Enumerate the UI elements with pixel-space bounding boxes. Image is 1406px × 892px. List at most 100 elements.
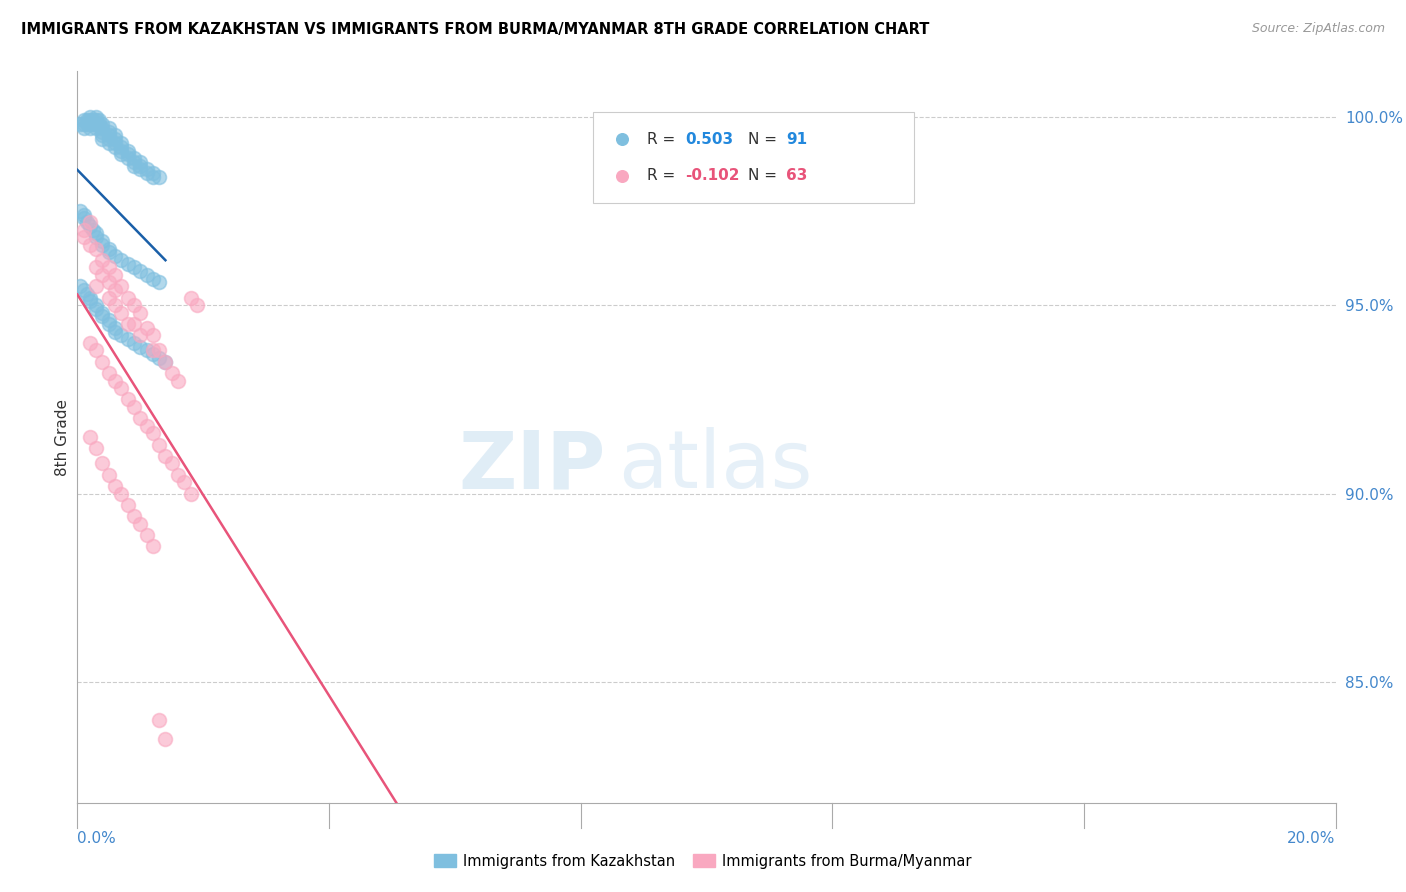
Point bbox=[104, 132, 127, 146]
Point bbox=[142, 347, 165, 361]
Point bbox=[155, 354, 177, 368]
Point bbox=[117, 498, 139, 512]
Point bbox=[110, 328, 132, 343]
Point bbox=[97, 467, 120, 482]
Point bbox=[160, 366, 183, 380]
Point bbox=[129, 306, 152, 320]
Point bbox=[79, 113, 101, 128]
Point bbox=[69, 279, 91, 293]
Point bbox=[142, 271, 165, 285]
Point bbox=[135, 320, 157, 334]
Point bbox=[110, 486, 132, 500]
Point bbox=[135, 268, 157, 282]
Point bbox=[79, 335, 101, 350]
Point bbox=[76, 113, 98, 128]
Point bbox=[91, 306, 114, 320]
Point bbox=[110, 252, 132, 267]
Point bbox=[97, 132, 120, 146]
Text: R =: R = bbox=[647, 132, 681, 147]
Point bbox=[104, 283, 127, 297]
Point bbox=[97, 128, 120, 143]
Point bbox=[110, 147, 132, 161]
Point bbox=[148, 343, 170, 358]
Point bbox=[167, 467, 190, 482]
Point bbox=[72, 230, 94, 244]
Point bbox=[84, 230, 107, 244]
Point bbox=[110, 140, 132, 154]
Point bbox=[104, 140, 127, 154]
Point bbox=[135, 343, 157, 358]
Point bbox=[142, 328, 165, 343]
Point bbox=[117, 151, 139, 165]
Legend: Immigrants from Kazakhstan, Immigrants from Burma/Myanmar: Immigrants from Kazakhstan, Immigrants f… bbox=[434, 854, 972, 869]
Point bbox=[79, 215, 101, 229]
Point bbox=[142, 166, 165, 180]
Point bbox=[110, 144, 132, 158]
Point bbox=[148, 437, 170, 451]
Point bbox=[79, 291, 101, 305]
FancyBboxPatch shape bbox=[593, 112, 914, 203]
Point bbox=[142, 540, 165, 554]
Point bbox=[122, 298, 145, 312]
Point bbox=[82, 113, 104, 128]
Point bbox=[72, 211, 94, 226]
Point bbox=[72, 208, 94, 222]
Point bbox=[122, 400, 145, 414]
Point bbox=[155, 449, 177, 463]
Point bbox=[79, 219, 101, 233]
Point bbox=[155, 731, 177, 746]
Point bbox=[84, 117, 107, 131]
Point bbox=[135, 162, 157, 177]
Point bbox=[110, 279, 132, 293]
Point bbox=[117, 317, 139, 331]
Point bbox=[117, 392, 139, 407]
Point bbox=[91, 457, 114, 471]
Point bbox=[129, 159, 152, 173]
Point bbox=[84, 298, 107, 312]
Text: IMMIGRANTS FROM KAZAKHSTAN VS IMMIGRANTS FROM BURMA/MYANMAR 8TH GRADE CORRELATIO: IMMIGRANTS FROM KAZAKHSTAN VS IMMIGRANTS… bbox=[21, 22, 929, 37]
Point bbox=[110, 381, 132, 395]
Point bbox=[97, 313, 120, 327]
Text: N =: N = bbox=[748, 132, 782, 147]
Point bbox=[79, 430, 101, 444]
Point bbox=[91, 120, 114, 135]
Point bbox=[122, 260, 145, 275]
Text: Source: ZipAtlas.com: Source: ZipAtlas.com bbox=[1251, 22, 1385, 36]
Text: 20.0%: 20.0% bbox=[1288, 831, 1336, 846]
Point bbox=[76, 215, 98, 229]
Point bbox=[167, 374, 190, 388]
Point bbox=[117, 147, 139, 161]
Point bbox=[82, 117, 104, 131]
Text: 0.503: 0.503 bbox=[685, 132, 734, 147]
Point bbox=[97, 260, 120, 275]
Point bbox=[160, 457, 183, 471]
Point bbox=[76, 286, 98, 301]
Point bbox=[129, 340, 152, 354]
Point bbox=[148, 713, 170, 727]
Point bbox=[122, 335, 145, 350]
Point bbox=[155, 354, 177, 368]
Point bbox=[91, 310, 114, 324]
Point bbox=[89, 117, 111, 131]
Point bbox=[122, 509, 145, 524]
Point bbox=[79, 237, 101, 252]
Point bbox=[129, 154, 152, 169]
Point bbox=[129, 328, 152, 343]
Point bbox=[97, 291, 120, 305]
Point bbox=[122, 159, 145, 173]
Point bbox=[117, 291, 139, 305]
Point bbox=[97, 125, 120, 139]
Text: 0.0%: 0.0% bbox=[77, 831, 117, 846]
Point bbox=[91, 237, 114, 252]
Point bbox=[148, 276, 170, 290]
Point bbox=[82, 223, 104, 237]
Point bbox=[148, 351, 170, 365]
Point bbox=[180, 291, 202, 305]
Text: ZIP: ZIP bbox=[458, 427, 606, 506]
Point bbox=[91, 128, 114, 143]
Point bbox=[91, 268, 114, 282]
Text: 63: 63 bbox=[786, 169, 807, 184]
Point bbox=[129, 411, 152, 425]
Point bbox=[122, 151, 145, 165]
Point bbox=[72, 223, 94, 237]
